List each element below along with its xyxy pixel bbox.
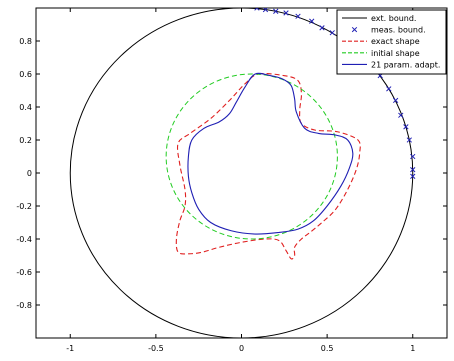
series-meas-bound-marker (398, 112, 404, 118)
y-tick-label: -0.8 (16, 301, 32, 310)
series-meas-bound-marker (273, 8, 279, 14)
y-tick-label: 0.2 (19, 136, 32, 145)
series-meas-bound-marker (319, 25, 325, 31)
series-meas-bound-marker (403, 124, 409, 130)
legend-label: meas. bound. (371, 26, 426, 35)
series-meas-bound-marker (254, 8, 260, 11)
legend: ext. bound. meas. bound. exact shape initia… (336, 9, 447, 75)
legend-label: exact shape (371, 37, 420, 46)
legend-label: ext. bound. (371, 14, 416, 23)
y-tick-label: 0.4 (19, 103, 32, 112)
y-tick-label: 0.8 (19, 37, 32, 46)
series-ext-bound-line (69, 8, 414, 338)
series-meas-bound-marker (392, 97, 399, 104)
axis-ticks: -1 -0.5 0 0.5 1 -0.8 -0.6 -0.4 -0.2 0 0.2 0.4 0.6 0.8 (16, 8, 447, 353)
series-meas-bound-marker (410, 173, 416, 179)
series-meas-bound-marker (309, 18, 315, 24)
series-meas-bound-marker (386, 86, 392, 92)
x-tick-label: -1 (66, 344, 74, 353)
y-tick-label: 0.6 (19, 70, 32, 79)
series-meas-bound-marker (406, 137, 412, 143)
series-layer (69, 8, 416, 338)
x-tick-label: -0.5 (148, 344, 164, 353)
y-tick-label: -0.4 (16, 235, 32, 244)
x-tick-label: 1 (410, 344, 415, 353)
series-meas-bound-marker (410, 153, 416, 160)
legend-label: initial shape (371, 49, 420, 58)
legend-label: 21 param. adapt. (371, 60, 440, 69)
series-initial-shape-line (165, 73, 338, 240)
x-tick-label: 0.5 (321, 344, 334, 353)
y-tick-label: 0 (27, 169, 32, 178)
series-meas-bound-marker (262, 8, 269, 13)
legend-marker (351, 26, 358, 33)
x-tick-label: 0 (239, 344, 244, 353)
y-tick-label: -0.2 (16, 202, 32, 211)
series-meas-bound-marker (329, 30, 335, 36)
series-21-param-adapt-line (187, 72, 354, 235)
series-meas-bound-marker (283, 10, 289, 16)
legend-box (336, 9, 447, 75)
y-tick-label: -0.6 (16, 268, 32, 277)
series-meas-bound-marker (295, 13, 301, 19)
series-meas-bound-marker (410, 167, 416, 173)
